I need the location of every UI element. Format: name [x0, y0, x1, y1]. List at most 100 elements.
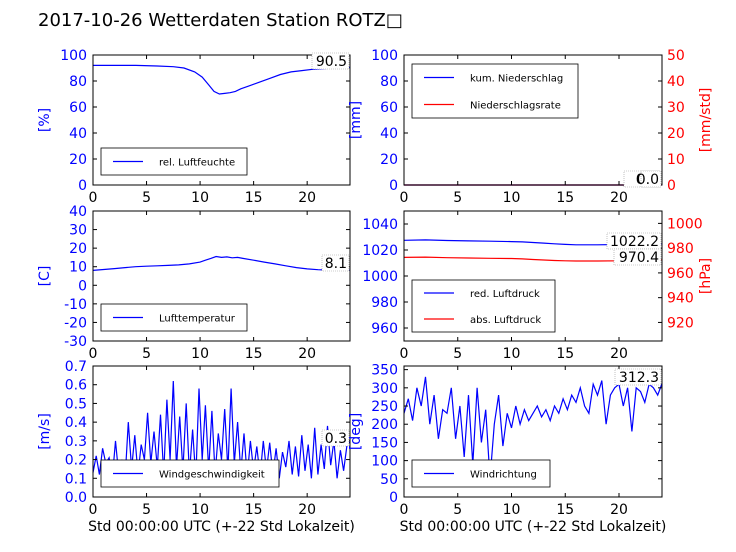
x-axis-label: Std 00:00:00 UTC (+-22 Std Lokalzeit) — [400, 519, 667, 535]
y-axis-label: [m/s] — [37, 413, 53, 450]
x-tick-label: 0 — [400, 502, 409, 518]
legend: Windrichtung — [411, 459, 551, 488]
y-right-tick-label: 940 — [667, 291, 694, 307]
y-tick-label: 0.3 — [65, 434, 87, 450]
plot-frame — [403, 54, 663, 186]
legend: Lufttemperatur — [100, 303, 248, 332]
legend-entry: Niederschlagsrate — [470, 101, 561, 112]
y-tick-label: 250 — [371, 399, 398, 415]
current-value-label: 8.1 — [325, 256, 347, 272]
x-tick-label: 15 — [245, 346, 263, 362]
value-box — [640, 170, 662, 188]
x-tick-label: 20 — [610, 346, 628, 362]
plot-frame — [92, 54, 351, 186]
y-tick-label: 1000 — [362, 269, 398, 285]
x-tick-label: 0 — [89, 502, 98, 518]
y-right-tick-label: 1000 — [667, 216, 703, 232]
plot-frame — [92, 210, 351, 342]
y-tick-label: 0.4 — [65, 415, 87, 431]
x-tick-label: 15 — [556, 190, 574, 206]
x-tick-label: 20 — [610, 190, 628, 206]
legend-entry: Windgeschwindigkeit — [159, 470, 265, 481]
y-tick-label: 0.2 — [65, 453, 87, 469]
series-line-rel-luftfeuchte — [93, 64, 350, 95]
x-tick-label: 15 — [245, 502, 263, 518]
y-right-tick-label: 980 — [667, 241, 694, 257]
y-tick-label: 960 — [371, 321, 398, 337]
y-tick-label: 150 — [371, 435, 398, 451]
x-tick-label: 0 — [89, 346, 98, 362]
y-tick-label: -30 — [64, 334, 87, 350]
y-tick-label: 20 — [69, 241, 87, 257]
y-axis-label: [%] — [37, 108, 53, 132]
x-tick-label: 15 — [245, 190, 263, 206]
x-tick-label: 20 — [610, 502, 628, 518]
y-tick-label: 60 — [380, 100, 398, 116]
y-tick-label: 20 — [380, 152, 398, 168]
x-tick-label: 10 — [191, 346, 209, 362]
y-axis-label: [deg] — [348, 413, 364, 450]
legend: rel. Luftfeuchte — [100, 147, 248, 176]
y-axis-label: [mm] — [348, 101, 364, 139]
legend-entry: kum. Niederschlag — [470, 74, 563, 85]
y-tick-label: 0 — [78, 278, 87, 294]
y-tick-label: 50 — [380, 472, 398, 488]
current-value-label: 970.4 — [619, 250, 659, 266]
legend-entry: abs. Luftdruck — [470, 315, 541, 326]
x-tick-label: 15 — [556, 502, 574, 518]
x-tick-label: 15 — [556, 346, 574, 362]
y-tick-label: -20 — [64, 315, 87, 331]
y-right-tick-label: 20 — [667, 126, 685, 142]
legend-box — [411, 63, 579, 119]
panel-windspeed: 0 5 10 15 20 0.0 0.1 0.2 0.3 0.4 0.5 0.6 0.7 [m/s] Std… — [37, 359, 355, 535]
x-tick-label: 10 — [191, 190, 209, 206]
x-tick-label: 10 — [191, 502, 209, 518]
y-tick-label: 80 — [69, 74, 87, 90]
y-tick-label: 0.7 — [65, 359, 87, 375]
x-tick-label: 5 — [453, 502, 462, 518]
y-right-axis-label: [hPa] — [698, 258, 714, 294]
y-tick-label: 0.1 — [65, 471, 87, 487]
legend: Windgeschwindigkeit — [100, 459, 280, 488]
x-tick-label: 10 — [503, 502, 521, 518]
y-tick-label: 300 — [371, 381, 398, 397]
y-right-tick-label: 30 — [667, 100, 685, 116]
y-tick-label: 0 — [389, 178, 398, 194]
legend-entry: red. Luftdruck — [470, 289, 540, 300]
y-tick-label: 40 — [69, 204, 87, 220]
y-tick-label: 30 — [69, 223, 87, 239]
legend-box — [411, 279, 556, 333]
x-tick-label: 5 — [142, 190, 151, 206]
legend: kum. Niederschlag Niederschlagsrate — [411, 63, 579, 119]
y-right-tick-label: 0 — [667, 178, 676, 194]
series-line-abs-luftdruck — [403, 256, 663, 262]
y-tick-label: -10 — [64, 297, 87, 313]
x-tick-label: 20 — [298, 502, 316, 518]
x-tick-label: 10 — [503, 190, 521, 206]
current-value-label: 312.3 — [619, 370, 659, 386]
x-tick-label: 5 — [453, 190, 462, 206]
x-tick-label: 5 — [453, 346, 462, 362]
y-tick-label: 980 — [371, 295, 398, 311]
y-tick-label: 200 — [371, 417, 398, 433]
chart-title: 2017-10-26 Wetterdaten Station ROTZ□ — [38, 10, 403, 31]
y-tick-label: 350 — [371, 363, 398, 379]
value-box — [311, 52, 350, 70]
y-right-tick-label: 50 — [667, 48, 685, 64]
y-tick-label: 10 — [69, 260, 87, 276]
y-tick-label: 100 — [60, 48, 87, 64]
current-value-label: 0.3 — [325, 431, 347, 447]
y-tick-label: 40 — [380, 126, 398, 142]
legend-entry: rel. Luftfeuchte — [159, 158, 235, 169]
y-tick-label: 20 — [69, 152, 87, 168]
y-axis-label: [C] — [37, 266, 53, 287]
x-tick-label: 10 — [503, 346, 521, 362]
plot-frame — [92, 365, 351, 498]
series-line-lufttemperatur — [92, 255, 350, 271]
y-tick-label: 0 — [78, 178, 87, 194]
y-tick-label: 0.0 — [65, 490, 87, 506]
current-value-label: 90.5 — [316, 54, 347, 70]
panel-temperature: 0 5 10 15 20 -30 -20 -10 0 10 20 30 40 [C] Lufttempera… — [37, 204, 351, 362]
y-tick-label: 0.5 — [65, 396, 87, 412]
